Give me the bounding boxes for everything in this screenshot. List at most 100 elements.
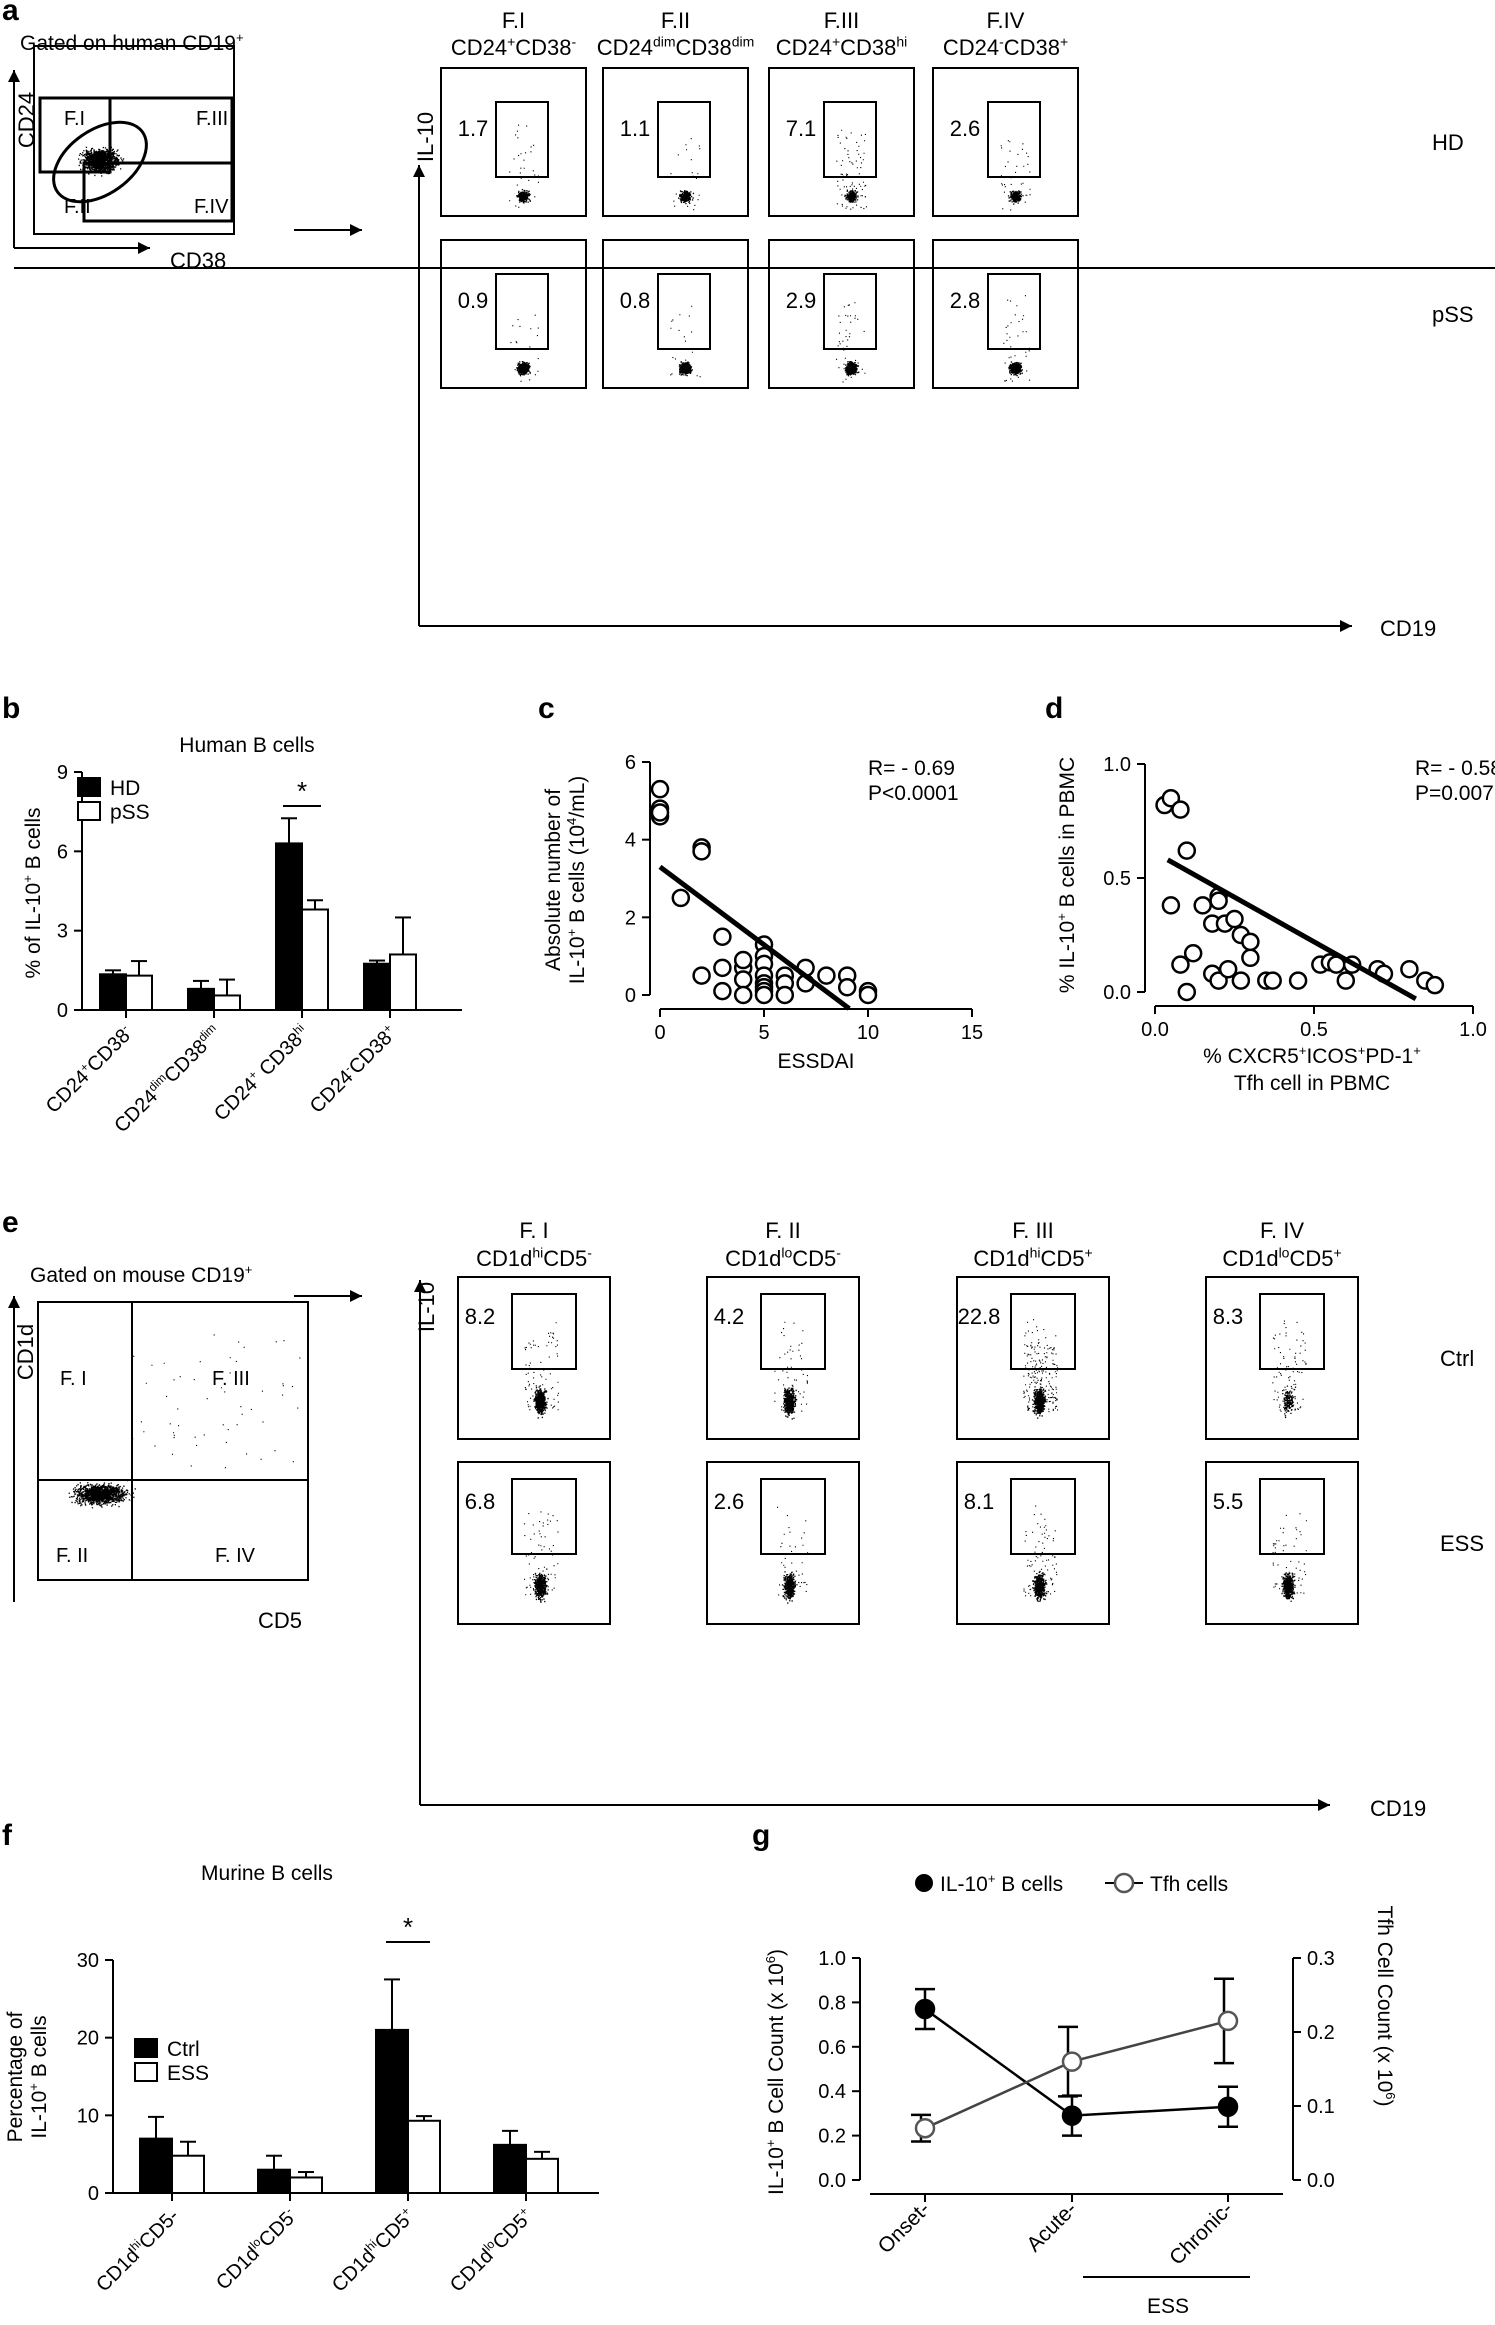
- y-axis-label-line2: IL-10+​ B cells: [26, 2015, 51, 2138]
- panel-e-fraction-phenotype: CD1dhi​CD5-​: [476, 1245, 592, 1271]
- panel-e-percent: 22.8: [958, 1304, 1001, 1329]
- panel-e-gate-label-fI: F. I: [60, 1368, 87, 1390]
- panel-c-letter: c: [538, 692, 555, 725]
- panel-a-gate-label-fI: F.I: [64, 108, 85, 130]
- panel-e-il10-gate: [1259, 1478, 1325, 1555]
- panel-e-facs-frame: [457, 1461, 611, 1625]
- x-category-label: Onset-: [874, 2197, 935, 2258]
- panel-e-fraction-phenotype: CD1dhi​CD5+​: [973, 1245, 1092, 1271]
- panel-a-fraction-name: F.I: [502, 8, 525, 33]
- y-tick-label: 2: [625, 907, 636, 929]
- left-tick-label: 0.2: [818, 2126, 846, 2148]
- x-tick-label: 5: [758, 1022, 769, 1044]
- panel-a-cluster-events: [844, 361, 860, 377]
- panel-a-gate-label-fIII: F.III: [196, 108, 228, 130]
- regression-line: [658, 864, 851, 1011]
- panel-d-letter: d: [1045, 692, 1063, 725]
- left-tick-label: 0.8: [818, 1992, 846, 2014]
- y-axis-label-line2: IL-10+​ B cells (104​/mL): [564, 776, 589, 985]
- y-tick-label: 0.0: [1103, 982, 1131, 1004]
- y-tick-label: 3: [57, 921, 68, 943]
- panel-a-plot-ylabel: IL-10: [413, 112, 438, 162]
- panel-e-il10-gate: [511, 1293, 577, 1370]
- title: Human B cells: [179, 734, 314, 757]
- panel-a-arrow-head: [350, 224, 362, 236]
- panel-a-percent: 2.8: [950, 288, 981, 313]
- x-tick-label: 0.0: [1141, 1019, 1169, 1041]
- panel-a-il10-gate: [823, 273, 877, 350]
- panel-e-cluster-events: [1031, 1386, 1048, 1419]
- data-point: [837, 977, 857, 997]
- data-point: [1161, 896, 1181, 915]
- data-point: [754, 985, 774, 1005]
- panel-e-gate-label-fIV: F. IV: [215, 1545, 256, 1567]
- legend-label: ESS: [167, 2062, 209, 2085]
- panel-e-fraction-phenotype: CD1dlo​CD5+​: [1222, 1245, 1341, 1271]
- panel-a-cluster-events: [844, 190, 859, 203]
- bar-ESS: [525, 2157, 559, 2194]
- panel-e-cluster-events: [1281, 1572, 1296, 1602]
- x-axis-label: ESSDAI: [777, 1050, 854, 1073]
- panel-a-il10-gate: [987, 273, 1041, 350]
- panel-e-percent: 5.5: [1213, 1489, 1244, 1514]
- data-point: [1241, 948, 1260, 968]
- bar-HD: [187, 987, 215, 1011]
- panel-a-facs-frame: [768, 67, 915, 217]
- panel-a-facs-frame: [440, 239, 587, 389]
- data-point: [692, 966, 711, 985]
- right-tick-label: 0.3: [1307, 1948, 1335, 1970]
- x-category-label: CD1dhi​CD5+​: [327, 2204, 420, 2297]
- left-tick-label: 0.6: [818, 2037, 846, 2059]
- panel-a-cluster-events: [1007, 190, 1024, 205]
- panel-e-percent: 8.1: [964, 1489, 995, 1514]
- panel-e-facs-frame: [956, 1461, 1110, 1625]
- data-point: [733, 985, 753, 1005]
- data-point: [1177, 841, 1197, 860]
- panel-e-percent: 6.8: [465, 1489, 496, 1514]
- x-category-label: CD1dhi​CD5-: [91, 2204, 183, 2296]
- panel-a-letter: a: [2, 0, 19, 27]
- panel-a-fraction-phenotype: CD24+​CD38-​: [451, 34, 577, 60]
- x-category-label: CD24+​ CD38hi​: [209, 1021, 314, 1126]
- panel-e-cluster-events: [1282, 1385, 1296, 1419]
- right-axis-label: Tfh Cell Count (x 106​): [1373, 1906, 1398, 2107]
- panel-a-fraction-name: F.II: [661, 8, 690, 33]
- panel-a-gate-title: Gated on human CD19+​: [20, 30, 244, 55]
- group-label: ESS: [1147, 2295, 1189, 2318]
- panel-a-percent: 2.6: [950, 116, 981, 141]
- panel-e-percent: 4.2: [714, 1304, 745, 1329]
- legend-label-tfh: Tfh cells: [1150, 1873, 1228, 1896]
- data-point: [1288, 971, 1308, 990]
- panel-a-sparse-events: [670, 305, 701, 378]
- panel-e-gate-label-fII: F. II: [56, 1545, 88, 1567]
- panel-e-percent: 2.6: [714, 1489, 745, 1514]
- bar-pSS: [389, 953, 417, 1012]
- legend-swatch: [77, 801, 101, 821]
- panel-a-gate-xlabel: CD38: [170, 248, 226, 273]
- x-category-label: Chronic-: [1165, 2197, 1237, 2269]
- x-tick-label: 1.0: [1459, 1019, 1487, 1041]
- panel-e-il10-gate: [1259, 1293, 1325, 1370]
- panel-e-gate-title: Gated on mouse CD19+​: [30, 1262, 252, 1287]
- panel-a-percent: 1.7: [458, 116, 489, 141]
- bar-Ctrl: [139, 2137, 173, 2194]
- data-point: [1225, 909, 1244, 929]
- x-tick-label: 0.5: [1300, 1019, 1328, 1041]
- data-point-0: [1217, 2096, 1239, 2117]
- panel-a: a Gated on human CD19+​ CD24 CD38 F.I F.III F…: [2, 0, 1474, 641]
- panel-e-plot-yaxis-head: [414, 1280, 426, 1292]
- x-category-label: CD24-​CD38+​: [305, 1021, 402, 1118]
- data-point: [1171, 955, 1190, 974]
- panel-a-facs-frame: [768, 239, 915, 389]
- x-category-label: CD1dlo​CD5-​: [211, 2204, 302, 2295]
- panel-a-gate-fIV: [82, 161, 234, 223]
- panel-a-fraction-phenotype: CD24+​CD38hi​: [776, 34, 908, 60]
- panel-e-plot-ylabel: IL-10: [414, 1282, 439, 1332]
- legend-label: Ctrl: [167, 2038, 200, 2061]
- legend-label: HD: [110, 777, 140, 800]
- panel-a-fraction-name: F.III: [824, 8, 859, 33]
- data-point-1: [1061, 2051, 1083, 2072]
- data-point-0: [1061, 2105, 1083, 2126]
- y-tick-label: 0: [57, 1000, 68, 1022]
- panel-e-row-label: ESS: [1440, 1531, 1484, 1556]
